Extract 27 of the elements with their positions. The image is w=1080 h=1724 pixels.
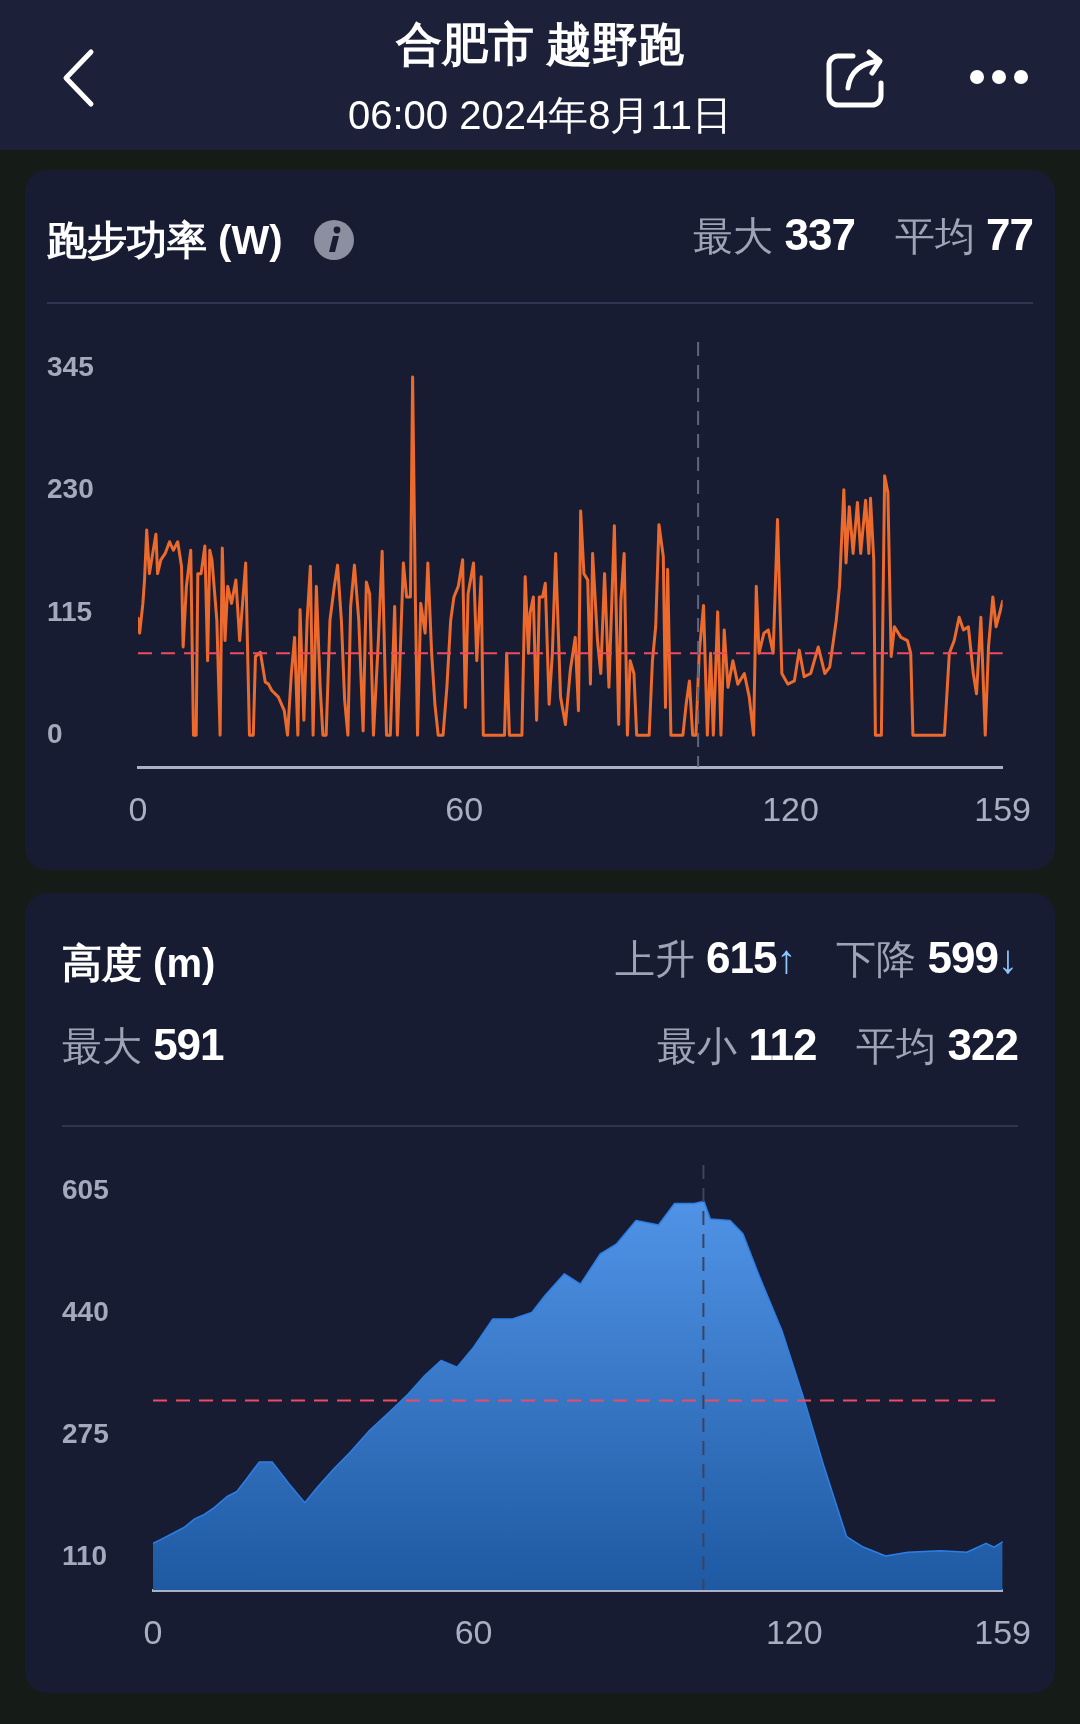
- text: 最大 337: [693, 210, 855, 259]
- y-tick-label: 345: [47, 351, 94, 383]
- text: 合肥市 越野跑: [394, 17, 686, 72]
- x-tick-label: 120: [762, 789, 819, 828]
- y-tick-label: 230: [47, 473, 94, 505]
- x-tick-label: 120: [765, 1612, 823, 1651]
- text: 最大 591: [62, 1020, 224, 1069]
- y-tick-label: 275: [62, 1417, 109, 1449]
- y-tick-label: 110: [62, 1540, 108, 1572]
- x-tick-label: 60: [445, 789, 484, 828]
- x-tick-label: 60: [454, 1612, 493, 1651]
- x-tick-label: 0: [128, 789, 148, 828]
- text: 最小 112: [657, 1020, 817, 1069]
- text: 06:00 2024年8月11日: [347, 92, 733, 139]
- text: 上升 615↑: [614, 933, 797, 982]
- text: 下降 599↓: [836, 933, 1018, 982]
- y-tick-label: 605: [62, 1173, 109, 1205]
- x-tick-label: 159: [974, 1612, 1031, 1651]
- y-tick-label: 115: [47, 595, 93, 627]
- text: 平均 322: [856, 1020, 1018, 1069]
- x-tick-label: 0: [143, 1612, 163, 1651]
- y-tick-label: 440: [62, 1295, 109, 1327]
- y-tick-label: 0: [47, 717, 63, 749]
- x-tick-label: 159: [974, 789, 1031, 828]
- text: 平均 77: [894, 210, 1033, 259]
- chart-title: 高度 (m): [62, 940, 216, 987]
- chart-title: 跑步功率 (W): [47, 217, 283, 264]
